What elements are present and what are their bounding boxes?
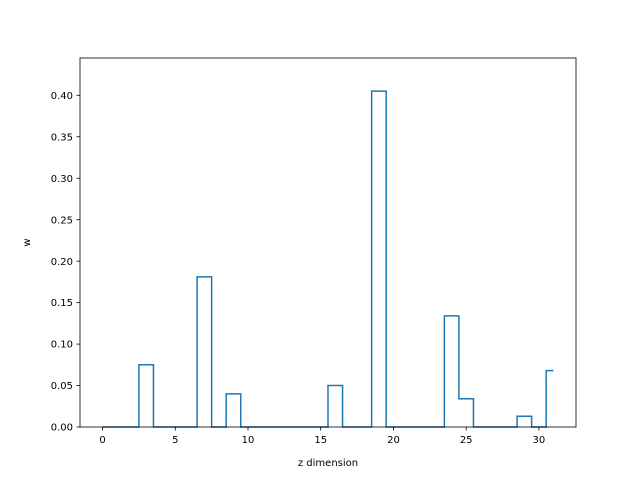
x-tick-label: 25 bbox=[460, 435, 473, 446]
y-tick-label: 0.05 bbox=[51, 381, 73, 392]
x-tick-label: 20 bbox=[387, 435, 400, 446]
y-axis: 0.00 0.05 0.10 0.15 0.20 0.25 0.30 0.35 0.40 bbox=[51, 91, 80, 434]
y-tick-label: 0.20 bbox=[51, 257, 73, 268]
y-tick-label: 0.00 bbox=[51, 423, 73, 434]
x-tick-label: 30 bbox=[533, 435, 546, 446]
x-tick-label: 5 bbox=[172, 435, 178, 446]
x-tick-label: 0 bbox=[99, 435, 105, 446]
axes-frame bbox=[79, 57, 577, 428]
x-axis: 0 5 10 15 20 25 30 bbox=[99, 427, 545, 446]
y-tick-label: 0.15 bbox=[51, 298, 73, 309]
x-tick-label: 15 bbox=[314, 435, 327, 446]
y-tick-label: 0.25 bbox=[51, 215, 73, 226]
x-tick-label: 10 bbox=[242, 435, 255, 446]
x-axis-label: z dimension bbox=[298, 458, 358, 469]
y-tick-label: 0.10 bbox=[51, 340, 73, 351]
y-tick-label: 0.30 bbox=[51, 174, 73, 185]
y-tick-label: 0.35 bbox=[51, 132, 73, 143]
y-axis-label: w bbox=[22, 238, 33, 246]
y-tick-label: 0.40 bbox=[51, 91, 73, 102]
